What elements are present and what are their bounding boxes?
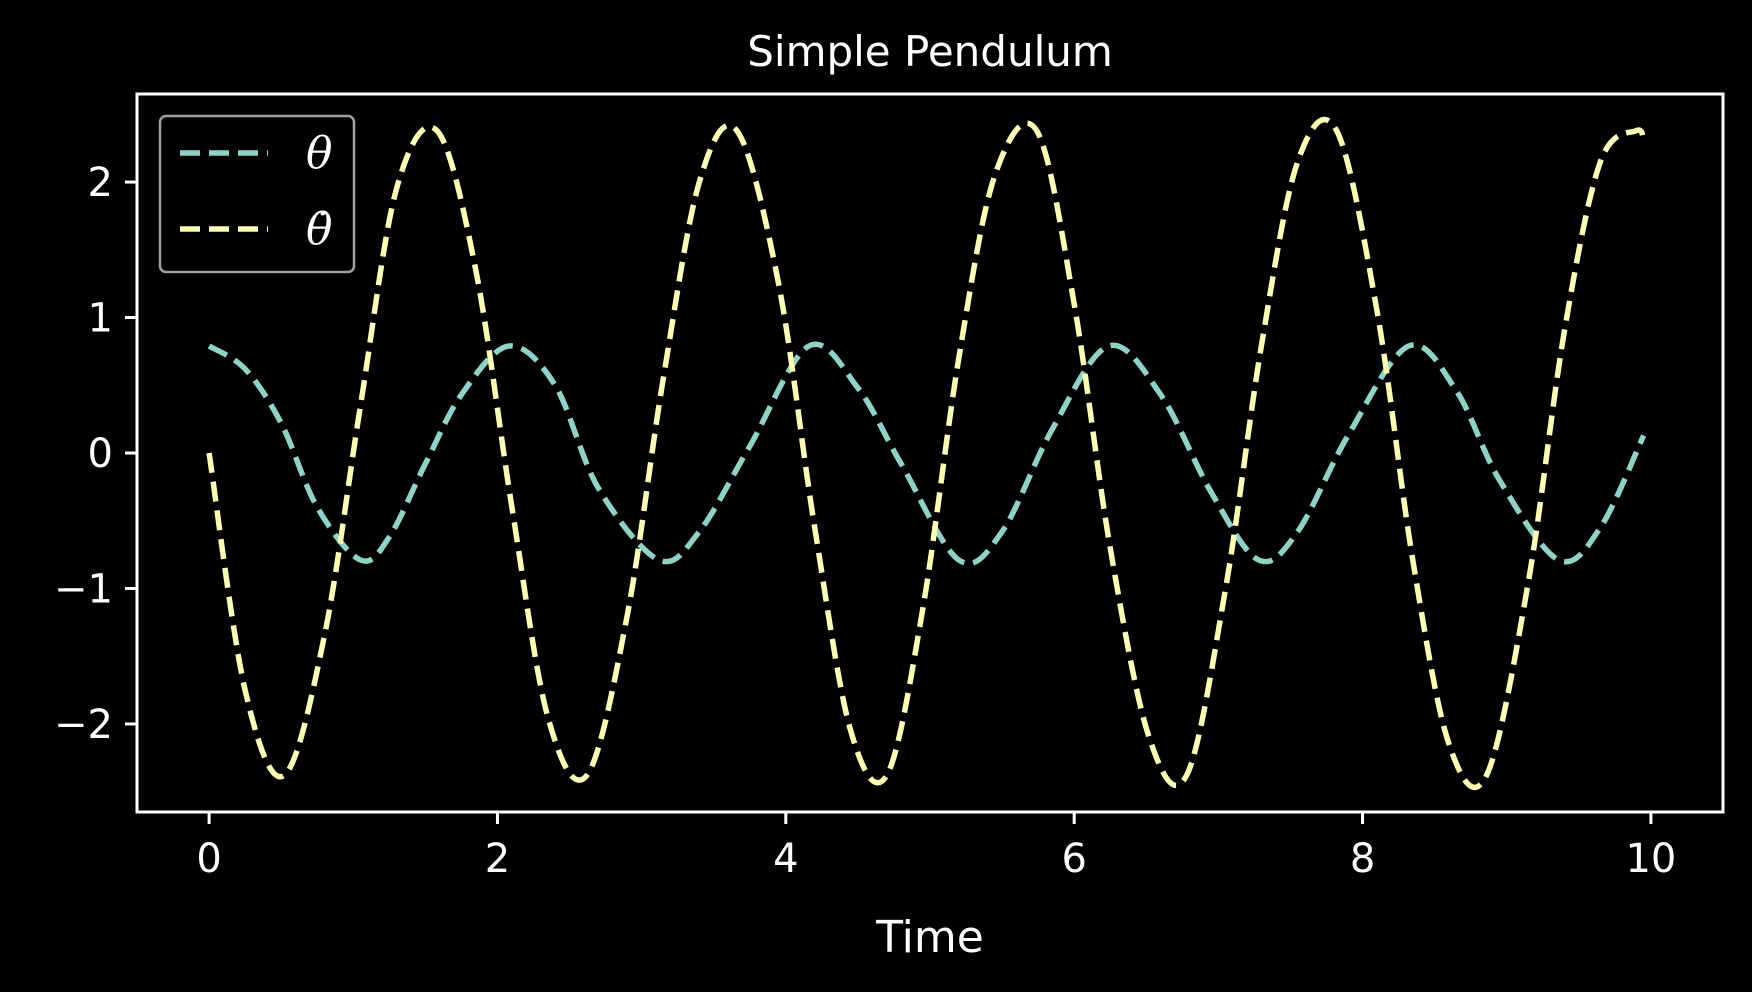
legend-label: θ̇ [306,204,333,255]
y-tick-label: 2 [88,160,113,206]
x-tick-label: 8 [1350,836,1375,882]
x-tick-label: 10 [1625,836,1676,882]
y-tick-label: −1 [54,566,113,612]
legend-label: θ [306,128,333,179]
x-axis: 0 2 4 6 8 10 [196,812,1676,882]
x-tick-label: 2 [485,836,510,882]
x-axis-label: Time [875,912,984,963]
x-tick-label: 6 [1061,836,1086,882]
chart-title: Simple Pendulum [747,27,1113,76]
series-line-theta [207,341,1647,567]
y-tick-label: 0 [88,431,113,477]
y-axis: 2 1 0 −1 −2 [54,160,137,748]
legend-box [158,114,356,274]
y-tick-label: 1 [88,296,113,342]
y-tick-label: −2 [54,702,113,748]
x-tick-label: 0 [196,836,221,882]
series-line-theta-dot [206,116,1647,791]
x-tick-label: 4 [773,836,798,882]
legend: θ θ̇ [158,114,356,274]
series-layer [206,116,1647,791]
